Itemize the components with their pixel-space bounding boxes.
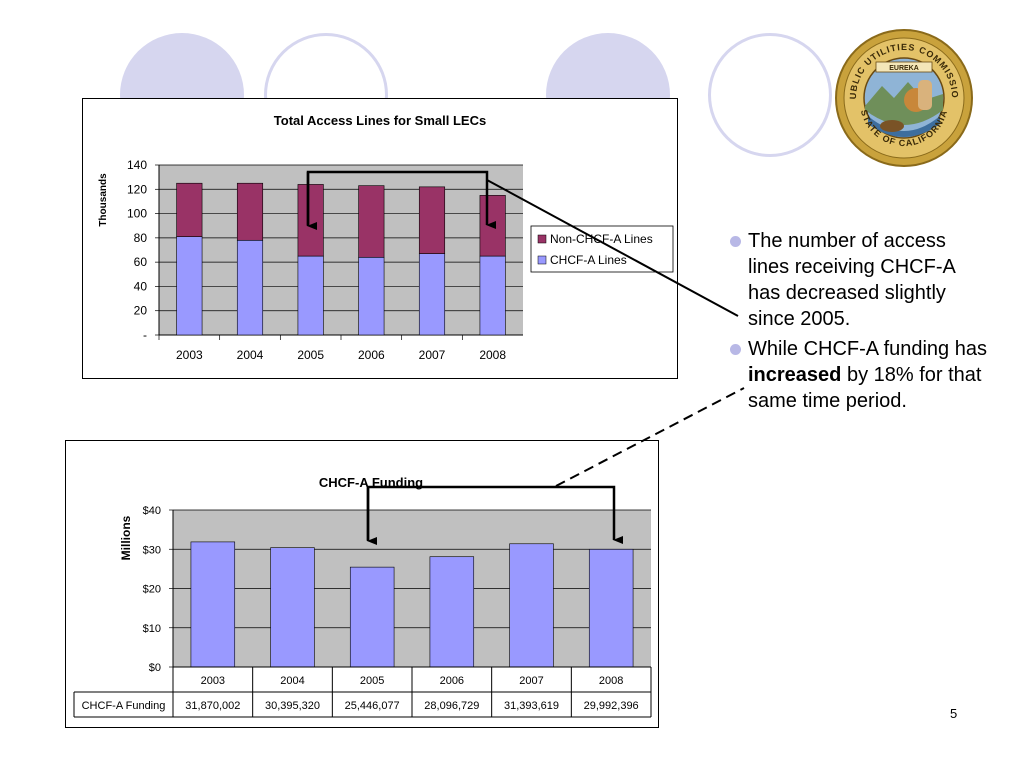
- bullet-text-2a: While CHCF-A funding has: [748, 338, 987, 360]
- funding-bar-2004: [270, 547, 315, 668]
- funding-chart-svg: CHCF-A Funding Millions $0 $10 $20 $30 $40 20…: [73, 475, 652, 718]
- access-lines-bar-non-chcfa-2008: [479, 195, 506, 257]
- funding-y-tick-label: $30: [143, 544, 161, 556]
- funding-bar-2006: [429, 556, 475, 668]
- bullet-text-1: The number of access lines receiving CHC…: [748, 230, 955, 330]
- funding-table-year-2007: 2007: [519, 675, 543, 687]
- funding-chart: CHCF-A Funding Millions $0 $10 $20 $30 $40 20…: [65, 440, 659, 728]
- cpuc-seal-logo: EUREKA PUBLIC UTILITIES COMMISSION STATE…: [834, 28, 973, 167]
- access-lines-bar-chcfa-2008: [479, 255, 506, 336]
- funding-table-value-2008: 29,992,396: [584, 700, 639, 712]
- legend-swatch-non-chcfa: [537, 234, 547, 244]
- bullet-dot-icon: [730, 344, 741, 355]
- access-lines-y-tick-label: 100: [127, 207, 147, 221]
- funding-y-axis-label: Millions: [119, 515, 133, 560]
- access-lines-x-tick-label: 2004: [237, 348, 264, 362]
- funding-bar-2003: [190, 541, 236, 668]
- access-lines-y-tick-label: 80: [134, 231, 148, 245]
- funding-table-year-2006: 2006: [440, 675, 464, 687]
- funding-table-value-2007: 31,393,619: [504, 700, 559, 712]
- access-lines-bar-non-chcfa-2003: [176, 182, 203, 237]
- decor-circle-4: [708, 33, 832, 157]
- bullet-list: The number of access lines receiving CHC…: [730, 228, 990, 418]
- funding-table-year-2003: 2003: [201, 675, 225, 687]
- seal-banner-text: EUREKA: [889, 65, 919, 72]
- access-lines-chart-title: Total Access Lines for Small LECs: [274, 113, 486, 128]
- page-number: 5: [950, 706, 958, 721]
- funding-table-value-2005: 25,446,077: [345, 700, 400, 712]
- legend-swatch-chcfa: [537, 255, 547, 265]
- access-lines-bar-non-chcfa-2005: [297, 184, 324, 257]
- access-lines-bar-chcfa-2006: [358, 256, 385, 336]
- legend-label-chcfa: CHCF-A Lines: [550, 253, 627, 267]
- funding-table-value-2004: 30,395,320: [265, 700, 320, 712]
- access-lines-bar-non-chcfa-2004: [236, 182, 264, 241]
- funding-table-year-2004: 2004: [280, 675, 304, 687]
- access-lines-y-tick-label: 40: [134, 279, 148, 293]
- funding-chart-title: CHCF-A Funding: [319, 475, 423, 490]
- access-lines-legend: Non-CHCF-A Lines CHCF-A Lines: [530, 225, 674, 273]
- access-lines-y-tick-label: 140: [127, 158, 147, 172]
- funding-y-tick-label: $40: [143, 505, 161, 517]
- legend-label-non-chcfa: Non-CHCF-A Lines: [550, 232, 653, 246]
- bullet-dot-icon: [730, 236, 741, 247]
- funding-y-tick-label: $20: [143, 584, 161, 596]
- access-lines-y-axis-label: Thousands: [98, 173, 109, 227]
- access-lines-bar-chcfa-2004: [236, 239, 264, 336]
- bullet-text-2b: by 18% for that same time period.: [748, 364, 982, 412]
- access-lines-y-tick-label: 20: [134, 304, 148, 318]
- funding-bar-2007: [509, 543, 554, 668]
- access-lines-chart-svg: Total Access Lines for Small LECs Thousa…: [98, 113, 674, 362]
- access-lines-chart: Total Access Lines for Small LECs Thousa…: [82, 98, 678, 379]
- access-lines-bar-chcfa-2007: [418, 253, 446, 336]
- access-lines-plot-area: [159, 165, 523, 335]
- funding-table-year-2008: 2008: [599, 675, 623, 687]
- access-lines-x-tick-label: 2007: [419, 348, 446, 362]
- access-lines-y-tick-label: 120: [127, 182, 147, 196]
- funding-table-year-2005: 2005: [360, 675, 384, 687]
- access-lines-x-tick-label: 2003: [176, 348, 203, 362]
- bullet-item-1: The number of access lines receiving CHC…: [730, 228, 990, 332]
- funding-bar-2008: [588, 548, 634, 668]
- access-lines-y-tick-label: 60: [134, 255, 148, 269]
- access-lines-y-tick-label: -: [143, 328, 147, 342]
- access-lines-x-tick-label: 2006: [358, 348, 385, 362]
- funding-table-value-2006: 28,096,729: [424, 700, 479, 712]
- funding-bar-2005: [349, 566, 395, 668]
- funding-y-tick-label: $0: [149, 662, 161, 674]
- access-lines-x-tick-label: 2008: [479, 348, 506, 362]
- access-lines-bar-chcfa-2003: [176, 236, 203, 336]
- access-lines-bar-chcfa-2005: [297, 255, 324, 336]
- funding-table-value-2003: 31,870,002: [185, 700, 240, 712]
- bullet-text-2-bold: increased: [748, 364, 842, 386]
- access-lines-bar-non-chcfa-2006: [358, 185, 385, 258]
- access-lines-bar-non-chcfa-2007: [418, 186, 446, 254]
- funding-table-row-label: CHCF-A Funding: [82, 700, 166, 712]
- access-lines-x-tick-label: 2005: [297, 348, 324, 362]
- bullet-item-2: While CHCF-A funding has increased by 18…: [730, 336, 990, 414]
- funding-y-tick-label: $10: [143, 623, 161, 635]
